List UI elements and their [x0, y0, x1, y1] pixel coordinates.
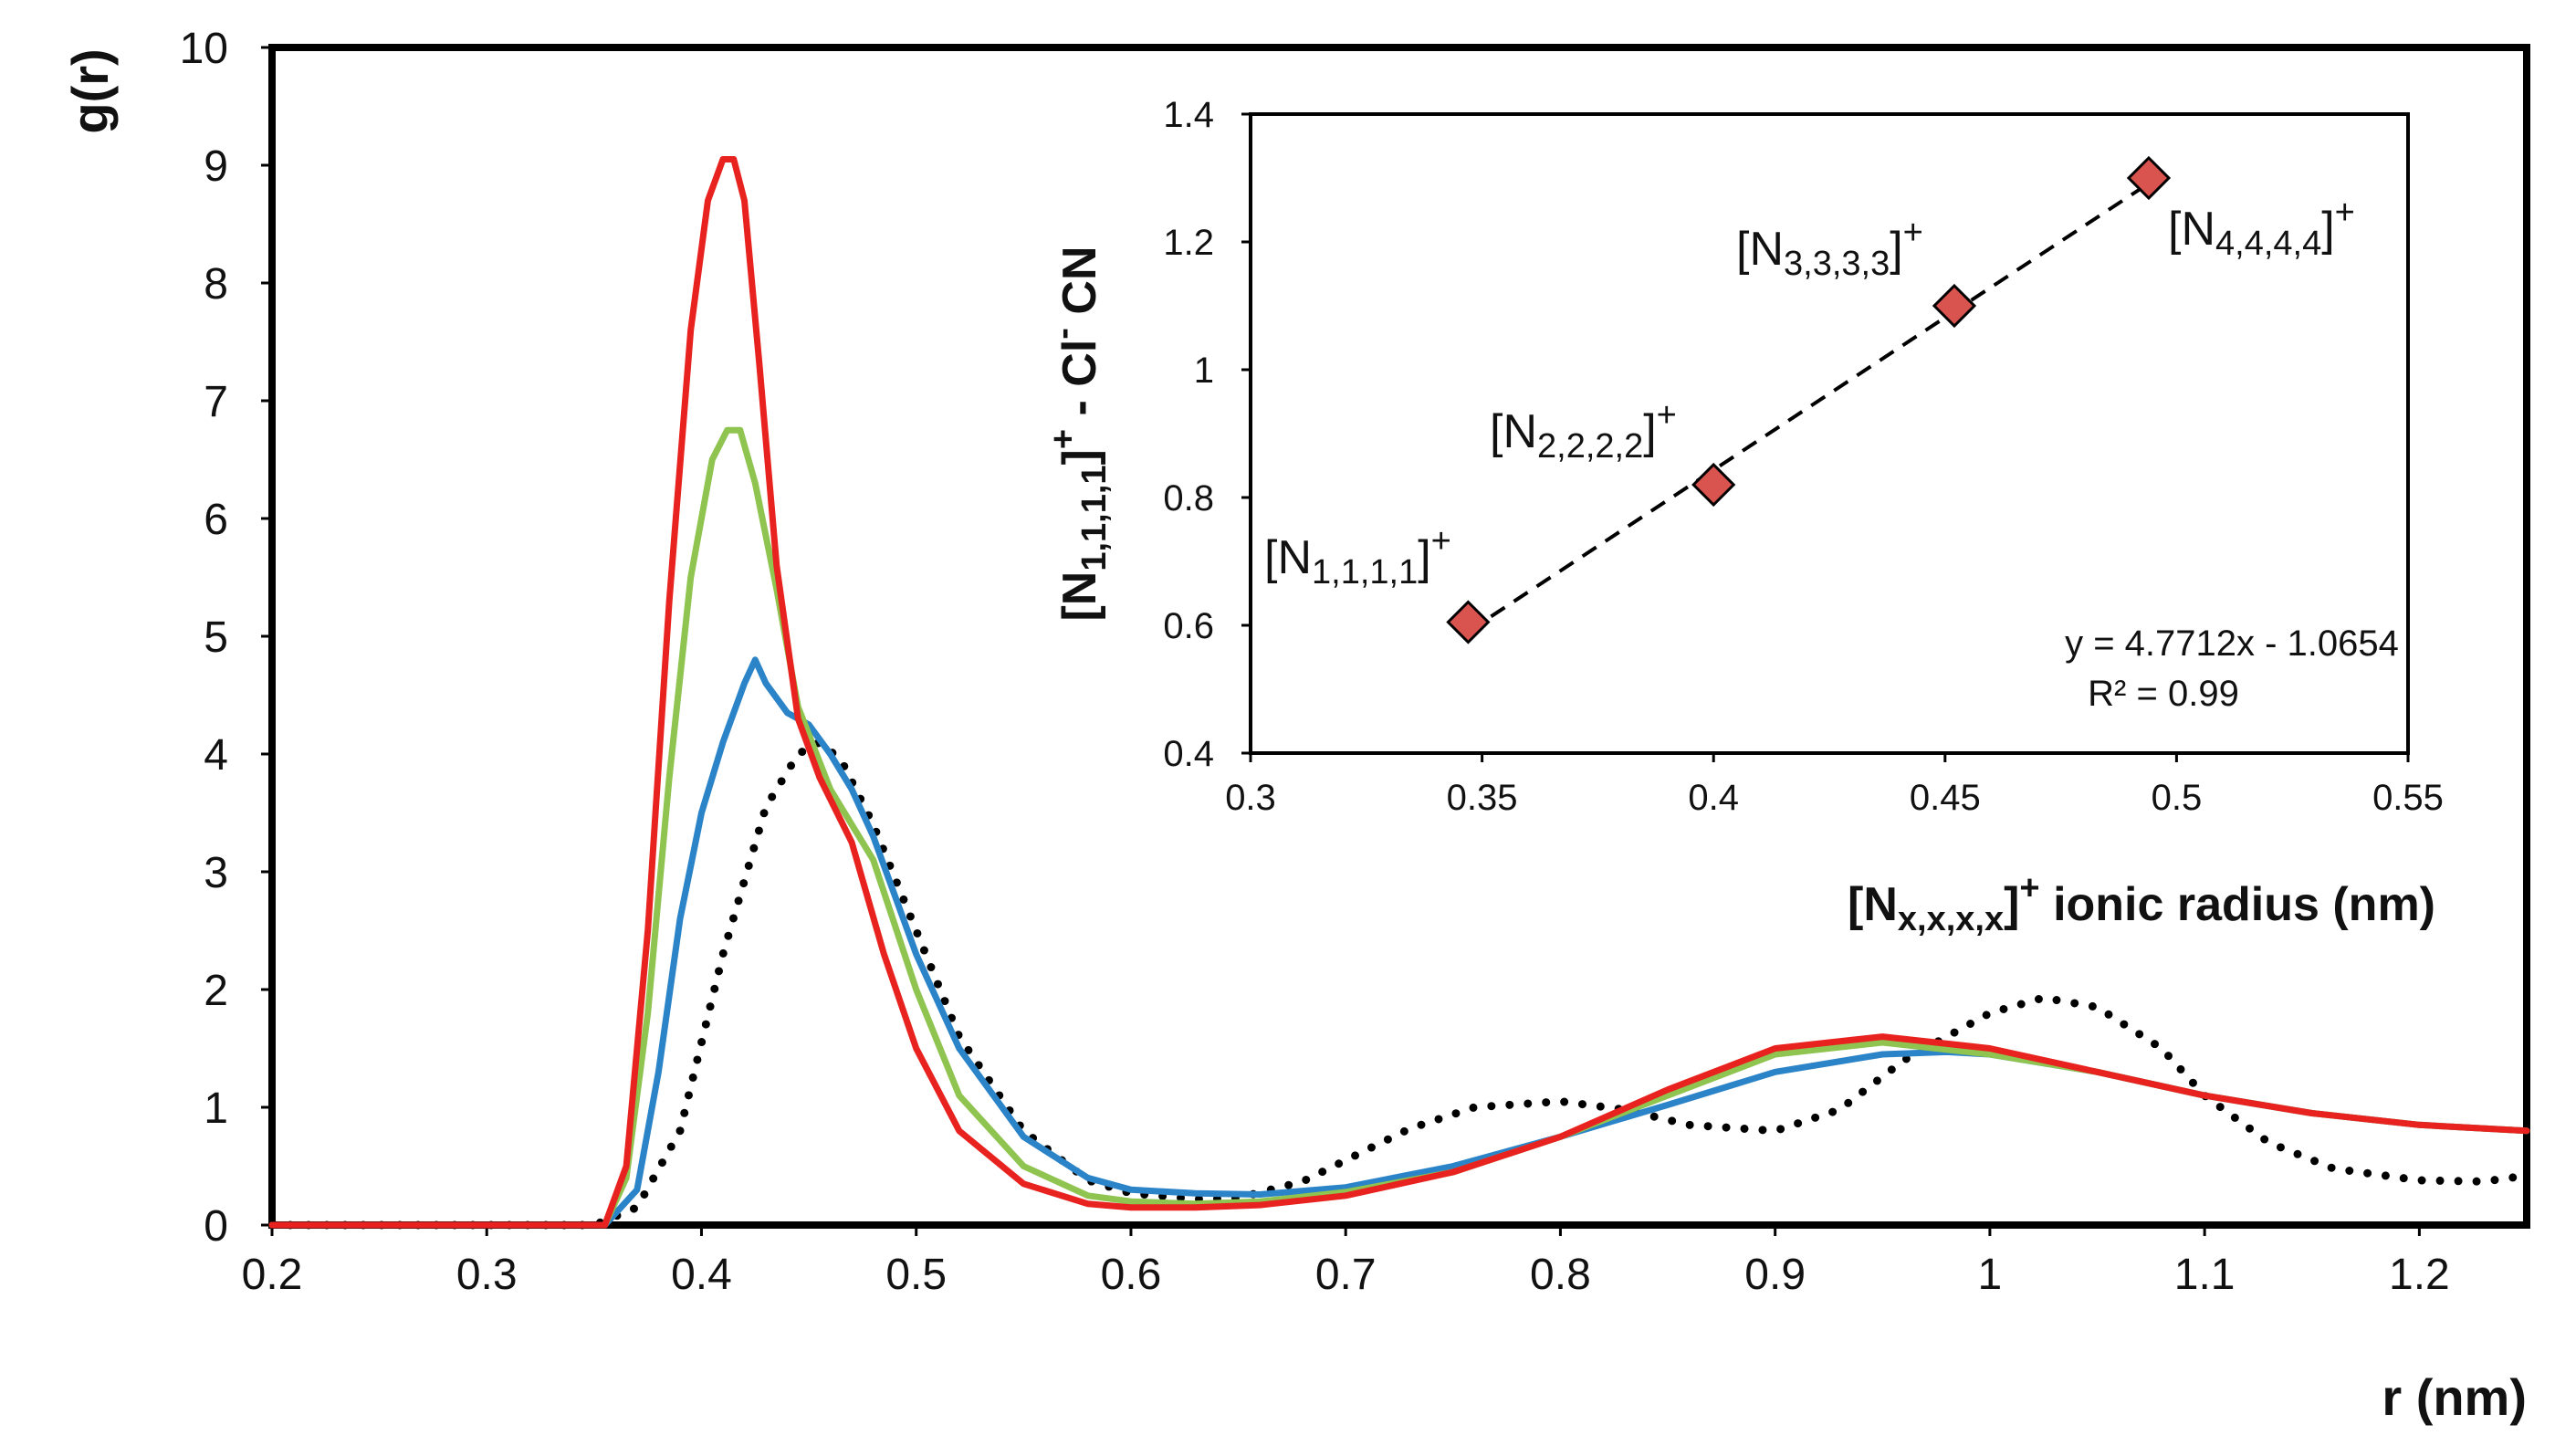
main-y-tick-label: 3: [204, 849, 228, 897]
main-y-tick-label: 1: [204, 1084, 228, 1133]
inset-y-tick-label: 0.4: [1163, 734, 1214, 774]
main-y-tick-label: 0: [204, 1202, 228, 1251]
main-y-tick-label: 8: [204, 260, 228, 309]
inset-x-tick-label: 0.45: [1910, 778, 1981, 818]
main-x-tick-label: 0.7: [1315, 1251, 1377, 1299]
point-label-n1111: [N1,1,1,1]+: [1264, 522, 1451, 592]
inset-y-axis-title: [N1,1,1,1]+ - Cl- CN: [1044, 246, 1114, 621]
main-axis-ticks: [261, 46, 2421, 1236]
inset-x-tick-label: 0.35: [1447, 778, 1518, 818]
inset-y-tick-label: 1: [1194, 351, 1214, 391]
main-x-tick-label: 1.2: [2389, 1251, 2450, 1299]
main-x-tick-label: 0.4: [671, 1251, 732, 1299]
main-y-tick-label: 9: [204, 142, 228, 191]
trendline-equation: y = 4.7712x - 1.0654: [2065, 623, 2399, 664]
inset-plot-area: [1249, 112, 2410, 755]
inset-axis-ticks: [1241, 112, 2410, 762]
inset-chart: 0.3 0.35 0.4 0.45 0.5 0.55 0.4 0.6 0.8 1 1.2 1.4 [N…: [1044, 95, 2444, 938]
inset-x-tick-label: 0.3: [1225, 778, 1276, 818]
main-x-tick-label: 0.6: [1101, 1251, 1162, 1299]
main-x-tick-label: 0.9: [1744, 1251, 1806, 1299]
main-x-tick-label: 0.8: [1530, 1251, 1591, 1299]
inset-x-tick-label: 0.4: [1688, 778, 1739, 818]
inset-x-tick-label: 0.5: [2152, 778, 2203, 818]
series-line-green: [268, 426, 2530, 1229]
main-x-tick-label: 0.5: [885, 1251, 947, 1299]
series-line-red: [268, 156, 2530, 1229]
inset-point-marker: [1932, 283, 1977, 329]
point-label-n4444: [N4,4,4,4]+: [2168, 194, 2355, 263]
inset-point-marker: [1691, 462, 1736, 508]
main-series-group: [267, 156, 2531, 1230]
point-label-n2222: [N2,2,2,2]+: [1490, 396, 1677, 466]
main-y-axis-title: g(r): [61, 48, 119, 133]
main-y-tick-label: 7: [204, 378, 228, 426]
main-x-tick-label: 0.3: [456, 1251, 518, 1299]
inset-y-tick-label: 1.2: [1163, 223, 1214, 263]
main-y-tick-label: 6: [204, 496, 228, 544]
main-axis-tick-labels: 0.2 0.3 0.4 0.5 0.6 0.7 0.8 0.9 1 1.1 1.2 0 1 2 3 4 5 6 7 8…: [180, 25, 2450, 1299]
inset-point-marker: [2126, 155, 2172, 201]
inset-y-tick-label: 0.8: [1163, 478, 1214, 519]
inset-axis-tick-labels: 0.3 0.35 0.4 0.45 0.5 0.55 0.4 0.6 0.8 1 1.2 1.4: [1163, 95, 2444, 818]
main-y-tick-label: 5: [204, 613, 228, 662]
inset-y-tick-label: 0.6: [1163, 606, 1214, 646]
main-x-tick-label: 0.2: [242, 1251, 303, 1299]
main-y-tick-label: 10: [180, 25, 228, 73]
point-label-n3333: [N3,3,3,3]+: [1736, 214, 1923, 283]
trendline-r-squared: R² = 0.99: [2088, 674, 2239, 714]
inset-point-marker: [1446, 600, 1491, 644]
inset-x-tick-label: 0.55: [2372, 778, 2444, 818]
main-x-tick-label: 1: [1978, 1251, 2003, 1299]
main-x-tick-label: 1.1: [2174, 1251, 2236, 1299]
inset-x-axis-title: [Nx,x,x,x]+ ionic radius (nm): [1848, 869, 2435, 938]
main-y-tick-label: 4: [204, 731, 228, 780]
inset-y-tick-label: 1.4: [1163, 95, 1214, 135]
main-y-tick-label: 2: [204, 967, 228, 1015]
main-x-axis-title: r (nm): [2382, 1368, 2527, 1426]
inset-points-group: [1446, 155, 2172, 644]
